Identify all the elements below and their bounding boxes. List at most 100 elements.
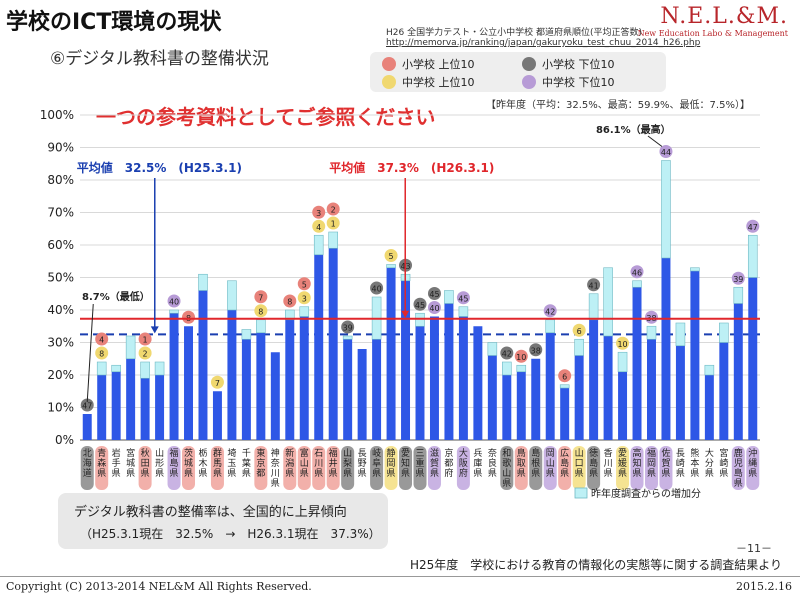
category-label-bg <box>312 446 326 490</box>
rank-badge <box>254 290 268 304</box>
gray-circle-icon <box>522 57 536 71</box>
rank-badge-text: 40 <box>169 298 179 307</box>
rank-badge <box>312 205 326 219</box>
rank-badge <box>558 369 572 383</box>
category-label: 長野県 <box>358 448 367 479</box>
category-label: 京都府 <box>444 447 453 479</box>
source-url-link[interactable]: http://memorva.jp/ranking/japan/gakuryok… <box>386 38 701 48</box>
max-annotation-arrow <box>647 135 663 147</box>
category-label: 埼玉県 <box>227 447 236 479</box>
rank-badge-text: 40 <box>429 304 439 313</box>
bar-base <box>560 388 570 440</box>
rank-badge <box>370 281 384 295</box>
page-number: －11－ <box>736 542 772 555</box>
category-label: 大分県 <box>705 447 714 479</box>
category-label: 大阪府 <box>459 447 468 479</box>
max-annotation: 86.1%（最高） <box>596 123 671 136</box>
rank-badge <box>659 145 673 158</box>
rank-badge-text: 3 <box>302 294 307 303</box>
bar-increase <box>632 280 642 288</box>
summary-line-2: （H25.3.1現在 32.5% → H26.3.1現在 37.3%） <box>80 527 381 541</box>
bar-base <box>603 336 613 440</box>
rank-badge <box>427 301 441 314</box>
yellow-circle-icon <box>382 75 396 89</box>
y-tick-label: 80% <box>47 173 74 187</box>
y-tick-label: 100% <box>40 108 74 122</box>
avg-prev-label: 平均値 32.5% (H25.3.1) <box>77 160 242 175</box>
bar-increase <box>516 364 527 373</box>
bar-base <box>647 339 656 440</box>
category-label: 沖縄県 <box>748 447 757 479</box>
bar-increase <box>169 309 179 314</box>
rank-badge <box>514 349 528 363</box>
category-label: 長崎県 <box>676 448 685 479</box>
category-label: 岐阜県 <box>372 447 381 479</box>
bar-base <box>704 375 714 440</box>
bar-increase <box>502 361 512 376</box>
bar-increase <box>386 264 396 269</box>
category-label-bg <box>413 446 427 490</box>
rank-badge <box>529 343 543 357</box>
category-label: 愛媛県 <box>618 447 627 479</box>
bar-increase <box>747 234 758 278</box>
rank-badge <box>572 323 586 337</box>
bar-increase <box>227 280 237 311</box>
category-label-bg <box>399 446 413 490</box>
category-label: 岡山県 <box>546 448 555 479</box>
bar-base <box>429 316 439 440</box>
source-line: H26 全国学力テスト・公立小中学校 都道府県順位(平均正答数) <box>386 28 642 38</box>
bar-base <box>241 339 251 440</box>
rank-badge <box>731 271 745 285</box>
bar-base <box>661 258 671 440</box>
summary-line-1: デジタル教科書の整備率は、全国的に上昇傾向 <box>74 505 347 520</box>
increase-legend-label: 昨年度調査からの増加分 <box>591 487 701 500</box>
bar-base <box>155 375 165 440</box>
date: 2015.2.16 <box>736 580 792 593</box>
bar-increase <box>646 325 657 340</box>
rank-badge <box>95 346 109 360</box>
rank-badge-text: 41 <box>589 281 599 290</box>
rank-badge <box>254 304 268 318</box>
category-label: 徳島県 <box>589 447 598 479</box>
rank-badge-text: 2 <box>143 350 148 359</box>
notice-text: 一つの参考資料としてご参照ください <box>96 105 436 129</box>
rank-badge <box>283 294 297 308</box>
bar-increase <box>574 338 584 356</box>
category-label: 富山県 <box>300 447 309 479</box>
bar-increase <box>733 286 744 304</box>
category-label-bg <box>326 446 340 490</box>
rank-badge <box>312 219 326 233</box>
rank-badge-text: 39 <box>343 324 353 333</box>
y-tick-label: 70% <box>47 206 74 220</box>
bar-increase <box>603 267 613 337</box>
rank-badge-text: 4 <box>99 336 104 345</box>
rank-badge-text: 5 <box>389 252 394 261</box>
bar-base <box>415 326 425 440</box>
category-label: 愛知県 <box>401 447 410 479</box>
bar-increase <box>487 342 498 356</box>
avg-curr-arrowhead <box>401 310 410 318</box>
y-tick-label: 10% <box>47 401 74 415</box>
rank-badge-text: 47 <box>82 402 92 411</box>
rank-badge <box>384 249 398 262</box>
category-label-bg <box>456 446 470 490</box>
category-label: 石川県 <box>314 449 323 479</box>
rank-badge-text: 40 <box>372 285 382 294</box>
min-annotation: 8.7%（最低） <box>82 290 150 303</box>
rank-badge <box>587 278 601 292</box>
bar-base <box>328 248 338 440</box>
bar-increase <box>559 384 570 389</box>
category-label-bg <box>297 446 311 490</box>
rank-badge <box>456 291 470 305</box>
category-label: 福井県 <box>329 447 338 479</box>
category-label: 山形県 <box>155 448 164 479</box>
category-label-bg <box>167 446 181 490</box>
rank-badge <box>138 346 152 360</box>
bar-increase <box>313 234 324 256</box>
rank-badge-text: 2 <box>331 206 336 215</box>
bar-base <box>487 355 497 440</box>
bar-base <box>270 352 280 440</box>
bar-base <box>111 371 121 440</box>
bar-base <box>719 342 729 440</box>
legend-label: 中学校 下位10 <box>542 76 615 89</box>
